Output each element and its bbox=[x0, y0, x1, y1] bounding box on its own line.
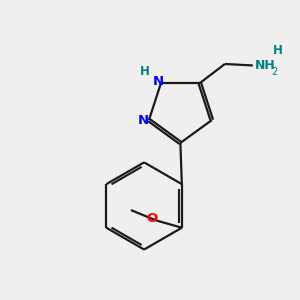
Text: NH: NH bbox=[255, 59, 276, 72]
Text: N: N bbox=[153, 75, 164, 88]
Text: 2: 2 bbox=[271, 67, 277, 77]
Text: N: N bbox=[138, 114, 149, 127]
Text: O: O bbox=[147, 212, 158, 225]
Text: H: H bbox=[140, 65, 150, 78]
Text: H: H bbox=[273, 44, 283, 57]
